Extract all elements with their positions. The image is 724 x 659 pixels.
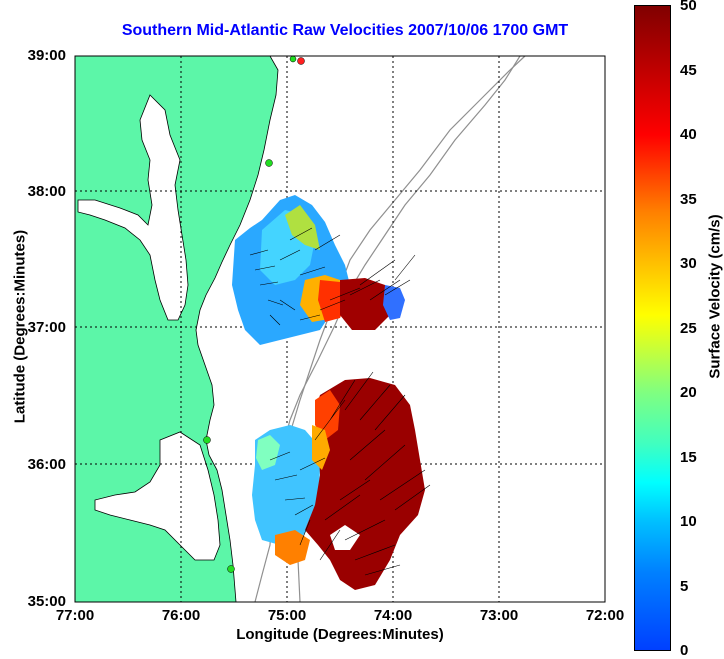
y-axis-label: Latitude (Degrees:Minutes)	[11, 229, 29, 424]
land-mass	[74, 55, 279, 603]
station-marker	[265, 159, 273, 167]
y-tick-label: 38:00	[27, 183, 66, 200]
chesapeake-bay	[77, 94, 189, 321]
colorbar-tick: 50	[680, 0, 697, 14]
radar-stations	[203, 55, 305, 573]
y-tick-label: 36:00	[27, 456, 66, 473]
y-tick-label: 35:00	[27, 593, 66, 610]
x-tick-label: 76:00	[161, 607, 201, 624]
x-axis-label: Longitude (Degrees:Minutes)	[236, 626, 444, 643]
colorbar-tick: 5	[680, 578, 689, 595]
colorbar-tick: 15	[680, 449, 697, 466]
active-station-marker	[297, 57, 305, 65]
station-marker	[289, 55, 297, 63]
pamlico-sound	[94, 431, 221, 561]
colorbar-label: Surface Velocity (cm/s)	[706, 214, 724, 379]
station-marker	[203, 436, 211, 444]
colorbar-tick: 10	[680, 513, 697, 530]
y-tick-label: 37:00	[27, 319, 66, 336]
colorbar-tick: 25	[680, 320, 697, 337]
y-tick-label: 39:00	[27, 47, 66, 64]
map-title: Southern Mid-Atlantic Raw Velocities 200…	[121, 22, 569, 39]
x-tick-label: 74:00	[373, 607, 413, 624]
colorbar	[634, 5, 671, 651]
x-tick-label: 72:00	[585, 607, 625, 624]
colorbar-tick: 0	[680, 642, 689, 659]
colorbar-tick: 40	[680, 126, 697, 143]
x-tick-label: 77:00	[55, 607, 95, 624]
station-marker	[227, 565, 235, 573]
plot-frame	[74, 55, 606, 603]
colorbar-tick: 20	[680, 384, 697, 401]
colorbar-tick: 35	[680, 191, 697, 208]
x-tick-label: 75:00	[267, 607, 307, 624]
x-tick-label: 73:00	[479, 607, 519, 624]
colorbar-tick: 30	[680, 255, 697, 272]
colorbar-tick: 45	[680, 62, 697, 79]
velocity-vectors	[249, 227, 431, 576]
